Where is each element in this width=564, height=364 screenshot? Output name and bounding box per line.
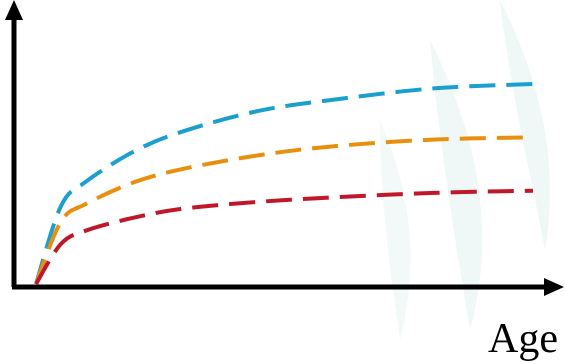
leaf-decoration bbox=[430, 40, 483, 330]
x-axis-label: Age bbox=[488, 316, 558, 362]
series-line-1 bbox=[34, 82, 534, 285]
series-line-3 bbox=[34, 188, 534, 286]
leaf-decoration bbox=[500, 0, 550, 250]
x-axis-arrow bbox=[544, 278, 564, 296]
leaf-decoration bbox=[380, 120, 411, 340]
series-layer bbox=[34, 82, 534, 286]
series-line-2 bbox=[34, 135, 534, 285]
y-axis-arrow bbox=[5, 0, 23, 20]
